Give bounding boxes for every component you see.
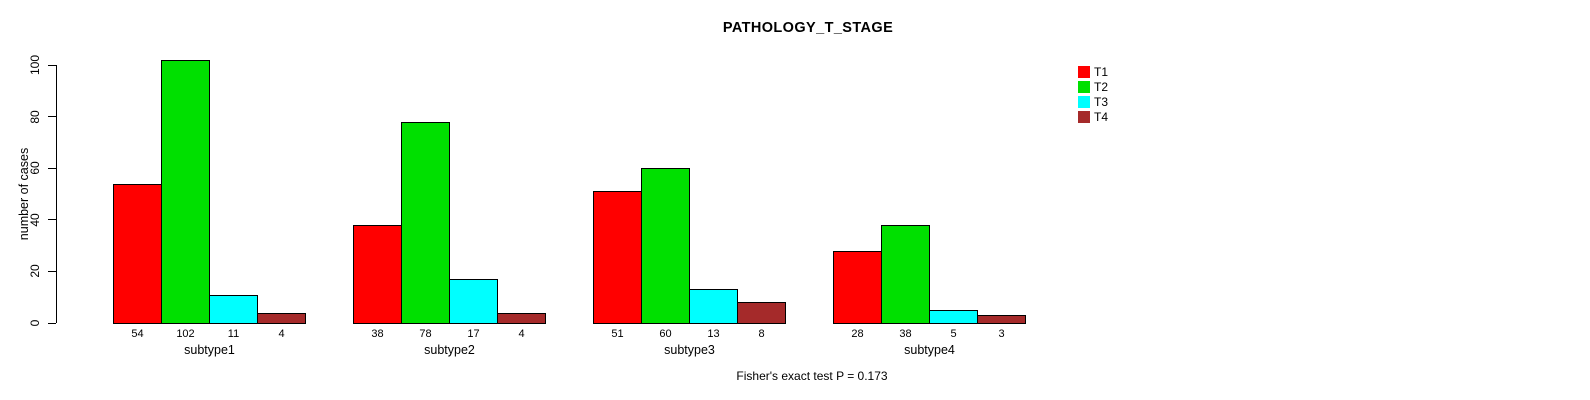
bar-value-label: 4 <box>518 328 525 340</box>
y-tick-label: 40 <box>28 213 42 227</box>
y-tick-label: 80 <box>28 109 42 124</box>
legend-swatch-T3 <box>1078 95 1090 108</box>
category-label-subtype3: subtype3 <box>664 343 715 357</box>
chart-title: PATHOLOGY_T_STAGE <box>722 20 894 36</box>
bar-T3-subtype3 <box>689 289 738 324</box>
legend-row-T4: T4 <box>1078 109 1108 124</box>
bar-T3-subtype1 <box>209 295 258 324</box>
bar-T2-subtype2 <box>401 122 450 324</box>
legend-row-T3: T3 <box>1078 94 1108 109</box>
bar-value-label: 78 <box>419 328 432 340</box>
category-label-subtype1: subtype1 <box>184 343 235 357</box>
footer-annotation: Fisher's exact test P = 0.173 <box>736 369 888 383</box>
legend-swatch-T2 <box>1078 80 1090 93</box>
legend-swatch-T4 <box>1078 110 1090 123</box>
bar-value-label: 3 <box>998 328 1005 340</box>
y-tick-label: 100 <box>28 54 42 76</box>
bar-value-label: 8 <box>758 328 765 340</box>
y-axis-line <box>56 65 57 323</box>
legend-label-T4: T4 <box>1094 109 1109 124</box>
bar-T1-subtype3 <box>593 191 642 324</box>
bar-value-label: 38 <box>899 328 912 340</box>
y-tick-mark <box>48 322 56 324</box>
bar-T1-subtype2 <box>353 225 402 324</box>
legend-label-T1: T1 <box>1094 64 1109 79</box>
bar-value-label: 38 <box>371 328 384 340</box>
bar-T1-subtype4 <box>833 251 882 324</box>
legend-label-T3: T3 <box>1094 94 1109 109</box>
bar-value-label: 28 <box>851 328 864 340</box>
y-tick-mark <box>48 64 56 66</box>
y-tick-mark <box>48 270 56 272</box>
legend-label-T2: T2 <box>1094 79 1109 94</box>
bar-value-label: 51 <box>611 328 624 340</box>
legend-swatch-T1 <box>1078 65 1090 78</box>
category-label-subtype4: subtype4 <box>904 343 955 357</box>
bar-value-label: 54 <box>131 328 144 340</box>
bar-T1-subtype1 <box>113 184 162 324</box>
bar-T4-subtype2 <box>497 313 546 324</box>
bar-value-label: 5 <box>950 328 957 340</box>
bar-T2-subtype1 <box>161 60 210 324</box>
bar-T3-subtype4 <box>929 310 978 324</box>
bar-T3-subtype2 <box>449 279 498 324</box>
bar-value-label: 17 <box>467 328 480 340</box>
bar-T2-subtype4 <box>881 225 930 324</box>
bar-value-label: 11 <box>227 328 240 340</box>
bar-T4-subtype4 <box>977 315 1026 324</box>
bar-value-label: 4 <box>278 328 285 340</box>
legend: T1 T2 T3 T4 <box>1078 64 1108 124</box>
bar-value-label: 13 <box>707 328 720 340</box>
bar-value-label: 60 <box>659 328 672 340</box>
y-tick-label: 20 <box>28 264 42 279</box>
bar-T4-subtype1 <box>257 313 306 324</box>
y-tick-mark <box>48 219 56 221</box>
bar-value-label: 102 <box>176 328 195 340</box>
bar-T2-subtype3 <box>641 168 690 324</box>
legend-row-T1: T1 <box>1078 64 1108 79</box>
category-label-subtype2: subtype2 <box>424 343 475 357</box>
y-tick-label: 60 <box>28 161 42 175</box>
legend-row-T2: T2 <box>1078 79 1108 94</box>
bar-T4-subtype3 <box>737 302 786 324</box>
y-tick-label: 0 <box>28 319 42 327</box>
y-tick-mark <box>48 116 56 118</box>
y-tick-mark <box>48 167 56 169</box>
